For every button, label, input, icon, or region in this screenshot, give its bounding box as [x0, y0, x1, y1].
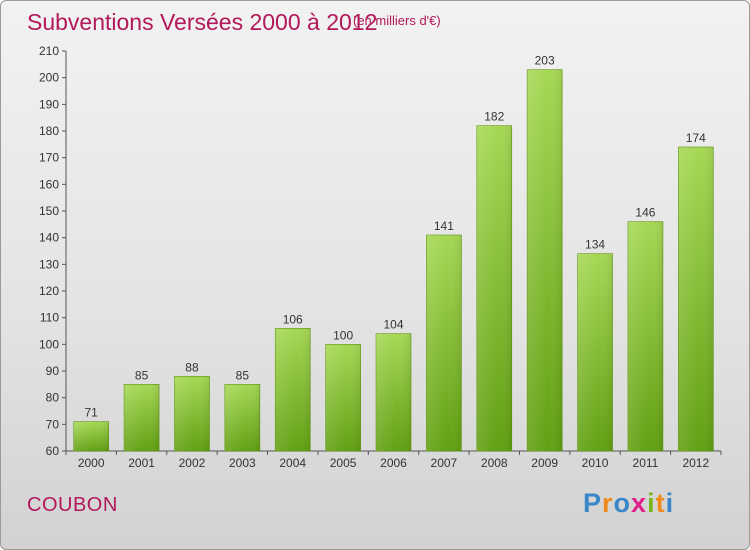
- bar-value-label: 104: [383, 318, 403, 332]
- x-tick-label: 2000: [78, 456, 105, 470]
- bar-shade-2002: [174, 376, 210, 451]
- logo-letter: r: [602, 488, 614, 518]
- x-tick-label: 2012: [682, 456, 709, 470]
- y-tick-label: 180: [39, 124, 59, 138]
- y-tick-label: 130: [39, 257, 59, 271]
- bar-value-label: 174: [686, 131, 706, 145]
- bar-value-label: 141: [434, 219, 454, 233]
- y-tick-label: 60: [46, 444, 60, 458]
- x-tick-label: 2007: [431, 456, 458, 470]
- bar-shade-2005: [325, 344, 361, 451]
- chart-bars: [73, 69, 714, 452]
- bar-value-label: 146: [635, 206, 655, 220]
- x-tick-label: 2005: [330, 456, 357, 470]
- y-tick-label: 100: [39, 337, 59, 351]
- bar-value-label: 100: [333, 328, 353, 342]
- commune-name: COUBON: [27, 494, 118, 516]
- x-tick-label: 2009: [531, 456, 558, 470]
- chart-unit-note: (en milliers d'€): [353, 13, 441, 28]
- bar-shade-2004: [275, 328, 311, 451]
- bar-shade-2003: [224, 384, 260, 451]
- x-tick-label: 2010: [582, 456, 609, 470]
- x-tick-label: 2011: [633, 456, 659, 470]
- bar-shade-2008: [476, 125, 512, 452]
- chart-title: Subventions Versées 2000 à 2012: [27, 9, 378, 35]
- y-tick-label: 90: [46, 364, 60, 378]
- y-tick-label: 150: [39, 204, 59, 218]
- logo-letter: i: [665, 488, 675, 518]
- bar-shade-2010: [577, 253, 613, 451]
- x-tick-label: 2003: [229, 456, 256, 470]
- x-tick-label: 2008: [481, 456, 508, 470]
- y-tick-label: 110: [40, 311, 59, 325]
- bar-value-label: 134: [585, 238, 605, 252]
- logo-letter: P: [583, 488, 603, 518]
- y-tick-label: 70: [46, 417, 60, 431]
- x-tick-label: 2006: [380, 456, 407, 470]
- bar-value-label: 85: [135, 368, 149, 382]
- bar-value-label: 106: [283, 312, 303, 326]
- logo-letter: i: [647, 488, 656, 518]
- proxiti-logo: Proxiti: [583, 488, 674, 519]
- bar-value-label: 88: [185, 360, 199, 374]
- y-tick-label: 210: [39, 44, 59, 58]
- bar-shade-2009: [527, 69, 563, 452]
- bar-value-label: 203: [535, 54, 555, 68]
- y-tick-label: 200: [39, 71, 59, 85]
- y-tick-label: 160: [39, 177, 59, 191]
- chart-data-labels: 71 85 88 85 106 100 104 141 182 203 134 146 174: [85, 54, 707, 420]
- x-tick-label: 2001: [128, 456, 155, 470]
- bar-value-label: 182: [484, 110, 504, 124]
- x-tick-label: 2002: [179, 456, 206, 470]
- x-tick-label: 2004: [279, 456, 306, 470]
- bar-shade-2001: [124, 384, 160, 451]
- chart-x-ticks: 2000 2001 2002 2003 2004 2005 2006 2007 2008 2009…: [65, 451, 722, 470]
- y-tick-label: 120: [39, 284, 59, 298]
- y-tick-label: 80: [46, 391, 60, 405]
- bar-shade-2006: [376, 333, 411, 451]
- bar-shade-2012: [678, 147, 714, 451]
- bar-shade-2011: [627, 221, 663, 451]
- bar-shade-2000: [73, 421, 109, 451]
- logo-letter: o: [613, 488, 632, 518]
- bar-shade-2007: [426, 235, 462, 451]
- y-tick-label: 170: [39, 151, 59, 165]
- y-tick-label: 140: [39, 231, 59, 245]
- bar-value-label: 85: [236, 368, 250, 382]
- chart-y-ticks: 60 70 80 90 100 110 120 130 140 150 160 170 180 190 20…: [39, 44, 66, 458]
- logo-letter: x: [631, 488, 648, 518]
- logo-letter: t: [655, 488, 666, 518]
- y-tick-label: 190: [39, 97, 59, 111]
- bar-value-label: 71: [85, 406, 99, 420]
